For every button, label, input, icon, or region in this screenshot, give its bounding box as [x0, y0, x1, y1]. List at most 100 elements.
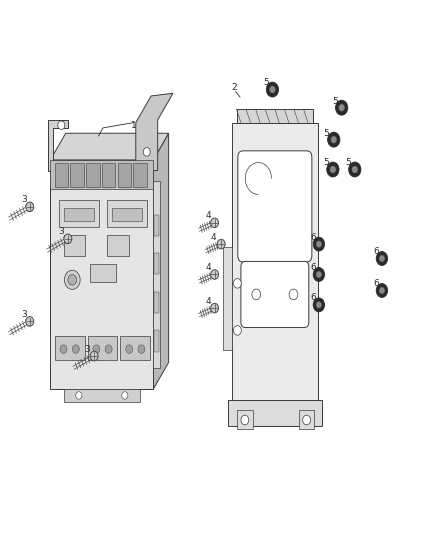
Circle shape [217, 239, 225, 249]
Text: 3: 3 [21, 196, 27, 204]
Text: 1: 1 [131, 121, 137, 130]
Text: 6: 6 [373, 279, 379, 288]
Bar [88, 336, 117, 360]
Circle shape [349, 162, 361, 177]
Circle shape [330, 166, 336, 173]
Bar [237, 109, 313, 123]
Bar [86, 163, 99, 187]
Circle shape [327, 162, 339, 177]
Polygon shape [228, 400, 322, 426]
Circle shape [331, 136, 336, 143]
Circle shape [211, 218, 219, 228]
Circle shape [266, 82, 279, 97]
Bar [153, 181, 160, 368]
Circle shape [336, 100, 348, 115]
Polygon shape [48, 120, 68, 171]
Bar [154, 215, 159, 236]
Circle shape [379, 287, 385, 294]
Circle shape [379, 255, 385, 262]
Bar [107, 200, 147, 227]
Circle shape [64, 270, 80, 289]
Bar [299, 410, 314, 429]
Bar [59, 200, 99, 227]
Text: 6: 6 [310, 293, 316, 302]
Circle shape [316, 271, 321, 278]
Text: 5: 5 [332, 97, 338, 106]
Polygon shape [50, 133, 169, 160]
Bar [133, 163, 147, 187]
Bar [107, 235, 129, 256]
Circle shape [126, 345, 133, 353]
Bar [120, 336, 150, 360]
Circle shape [211, 270, 219, 279]
Circle shape [339, 104, 344, 111]
Circle shape [68, 274, 77, 285]
Bar [154, 253, 159, 274]
Bar [154, 330, 159, 352]
Circle shape [313, 268, 325, 281]
Bar [154, 292, 159, 313]
Text: 3: 3 [58, 228, 64, 236]
Text: 5: 5 [345, 158, 351, 167]
Circle shape [328, 132, 340, 147]
Circle shape [26, 202, 34, 212]
Text: 3: 3 [21, 310, 27, 319]
Bar [55, 163, 68, 187]
Circle shape [60, 345, 67, 353]
Circle shape [143, 148, 150, 156]
Text: 6: 6 [310, 233, 316, 241]
Text: 3: 3 [85, 345, 91, 353]
Circle shape [376, 284, 388, 297]
Bar [102, 163, 115, 187]
Bar [117, 163, 131, 187]
Bar [237, 410, 253, 429]
Circle shape [233, 279, 241, 288]
Circle shape [122, 392, 128, 399]
Text: 2: 2 [232, 84, 237, 92]
FancyBboxPatch shape [238, 151, 312, 262]
Circle shape [233, 326, 241, 335]
Polygon shape [64, 389, 140, 402]
Text: 4: 4 [205, 263, 211, 272]
Text: 6: 6 [373, 247, 379, 256]
Polygon shape [136, 93, 173, 171]
Circle shape [138, 345, 145, 353]
Circle shape [90, 351, 98, 361]
Circle shape [211, 303, 219, 313]
Circle shape [241, 415, 249, 425]
Bar [112, 208, 142, 221]
Circle shape [303, 415, 311, 425]
Circle shape [26, 317, 34, 326]
Circle shape [105, 345, 112, 353]
Bar [232, 123, 318, 400]
Circle shape [352, 166, 357, 173]
Circle shape [58, 121, 65, 130]
Bar [90, 264, 116, 282]
Polygon shape [153, 133, 169, 389]
Circle shape [72, 345, 79, 353]
Bar [64, 235, 85, 256]
Circle shape [316, 241, 321, 247]
Circle shape [376, 252, 388, 265]
Text: 4: 4 [211, 233, 216, 241]
Circle shape [313, 237, 325, 251]
Text: 5: 5 [323, 158, 329, 167]
Bar [55, 336, 85, 360]
Polygon shape [223, 247, 232, 350]
Text: 4: 4 [205, 212, 211, 220]
Bar [64, 208, 94, 221]
Bar [50, 160, 153, 389]
Circle shape [270, 86, 275, 93]
Text: 5: 5 [323, 129, 329, 138]
Circle shape [64, 234, 72, 244]
Bar [71, 163, 84, 187]
Circle shape [252, 289, 261, 300]
Text: 4: 4 [205, 297, 211, 305]
FancyBboxPatch shape [241, 261, 309, 327]
Text: 5: 5 [263, 78, 269, 87]
Circle shape [289, 289, 298, 300]
Text: 6: 6 [310, 263, 316, 272]
Bar [50, 160, 153, 189]
Circle shape [316, 302, 321, 308]
Circle shape [93, 345, 100, 353]
